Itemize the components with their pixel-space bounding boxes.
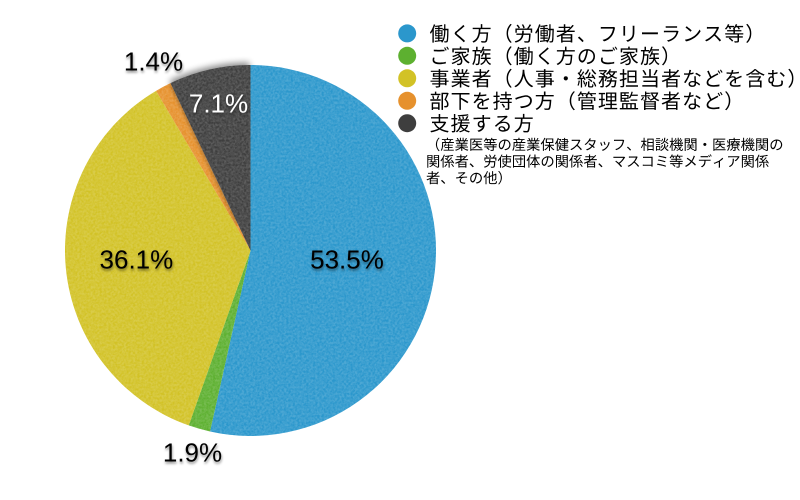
svg-text:1.4%: 1.4% — [124, 46, 183, 76]
svg-text:7.1%: 7.1% — [189, 88, 248, 118]
svg-text:1.9%: 1.9% — [163, 438, 222, 468]
svg-text:36.1%: 36.1% — [100, 244, 174, 274]
svg-text:53.5%: 53.5% — [310, 244, 384, 274]
